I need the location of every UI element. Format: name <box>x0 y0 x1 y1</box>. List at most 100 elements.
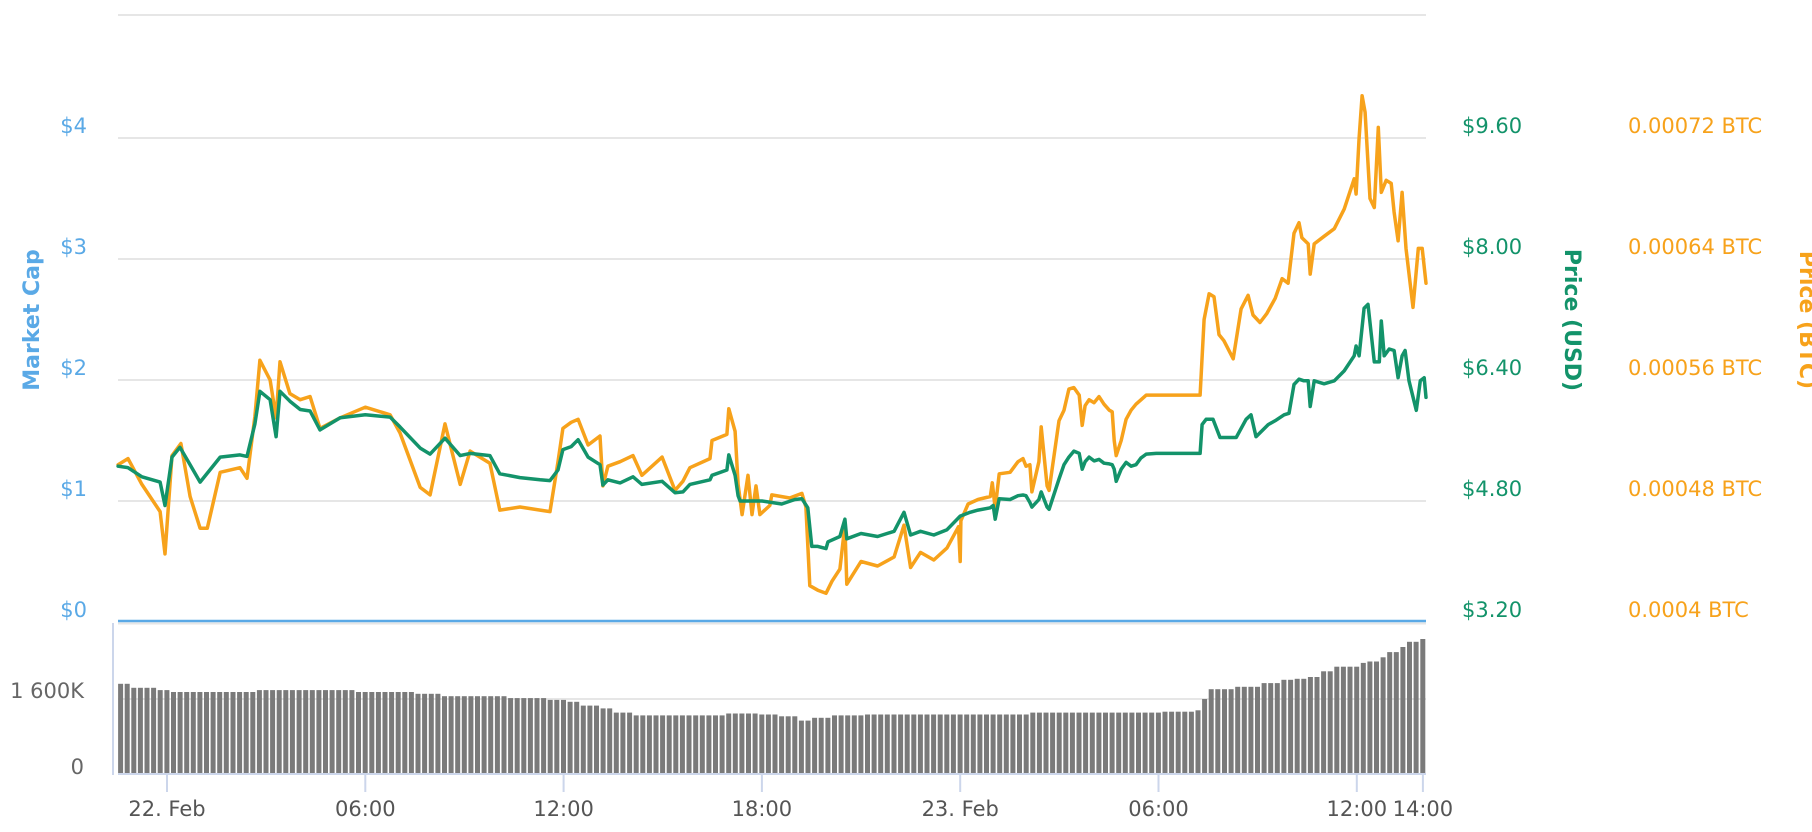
volume-bar[interactable] <box>468 696 474 774</box>
volume-bar[interactable] <box>1354 666 1360 774</box>
volume-bar[interactable] <box>1076 712 1082 774</box>
volume-bar[interactable] <box>1268 683 1274 774</box>
volume-bar[interactable] <box>309 690 315 774</box>
volume-bar[interactable] <box>237 692 243 774</box>
volume-bar[interactable] <box>1063 712 1069 774</box>
volume-bar[interactable] <box>1347 666 1353 774</box>
volume-bar[interactable] <box>1314 677 1320 774</box>
volume-bar[interactable] <box>1089 712 1095 774</box>
volume-bar[interactable] <box>494 696 500 774</box>
volume-bar[interactable] <box>871 714 877 775</box>
volume-bar[interactable] <box>508 698 514 774</box>
volume-bar[interactable] <box>706 715 712 774</box>
volume-bar[interactable] <box>798 720 804 774</box>
volume-bar[interactable] <box>1301 678 1307 774</box>
volume-bar[interactable] <box>713 715 718 774</box>
volume-bar[interactable] <box>990 714 996 775</box>
volume-bar[interactable] <box>779 716 785 774</box>
volume-bar[interactable] <box>1188 711 1194 774</box>
volume-bar[interactable] <box>118 683 124 774</box>
volume-bar[interactable] <box>679 715 685 774</box>
volume-bar[interactable] <box>177 692 183 774</box>
volume-bar[interactable] <box>131 687 137 775</box>
volume-bar[interactable] <box>917 714 923 775</box>
volume-bar[interactable] <box>1281 679 1287 774</box>
volume-bar[interactable] <box>289 690 295 774</box>
volume-bar[interactable] <box>1050 712 1056 774</box>
volume-bar[interactable] <box>1122 712 1128 774</box>
volume-bar[interactable] <box>759 714 765 775</box>
volume-bar[interactable] <box>719 715 725 774</box>
volume-bar[interactable] <box>845 715 851 774</box>
volume-bar[interactable] <box>283 690 289 774</box>
volume-bar[interactable] <box>481 696 487 774</box>
volume-bar[interactable] <box>587 705 593 774</box>
volume-bar[interactable] <box>957 714 963 775</box>
volume-bar[interactable] <box>448 696 454 774</box>
volume-bar[interactable] <box>984 714 989 775</box>
volume-bar[interactable] <box>924 714 930 775</box>
volume-bar[interactable] <box>567 701 573 774</box>
price-usd-line[interactable] <box>116 302 1428 551</box>
volume-bar[interactable] <box>204 692 209 774</box>
volume-bar[interactable] <box>1367 661 1373 775</box>
volume-bar[interactable] <box>521 698 527 774</box>
volume-bar[interactable] <box>1129 712 1135 774</box>
volume-bar[interactable] <box>739 713 745 775</box>
volume-bar[interactable] <box>303 690 309 774</box>
volume-bar[interactable] <box>442 696 447 774</box>
volume-bar[interactable] <box>1149 712 1155 774</box>
volume-bar[interactable] <box>653 715 659 774</box>
volume-bar[interactable] <box>1334 666 1340 774</box>
volume-bar[interactable] <box>171 692 176 774</box>
volume-bar[interactable] <box>1175 711 1181 774</box>
volume-bar[interactable] <box>832 715 837 774</box>
volume-bar[interactable] <box>547 699 553 774</box>
volume-bar[interactable] <box>336 690 342 774</box>
volume-bar[interactable] <box>1208 689 1214 774</box>
volume-bar[interactable] <box>461 696 467 774</box>
volume-bar[interactable] <box>1340 666 1346 774</box>
volume-bar[interactable] <box>977 714 983 775</box>
volume-bar[interactable] <box>1030 712 1036 774</box>
volume-bar[interactable] <box>488 696 494 774</box>
volume-bar[interactable] <box>1413 641 1419 774</box>
volume-bar[interactable] <box>1321 671 1327 774</box>
volume-bar[interactable] <box>785 716 791 774</box>
volume-bar[interactable] <box>422 693 428 774</box>
volume-bar[interactable] <box>1036 712 1042 774</box>
volume-bar[interactable] <box>878 714 884 775</box>
volume-bar[interactable] <box>825 717 831 775</box>
volume-bar[interactable] <box>349 690 355 774</box>
volume-bar[interactable] <box>296 690 302 774</box>
volume-bar[interactable] <box>534 698 540 774</box>
volume-bar[interactable] <box>217 692 223 774</box>
volume-bar[interactable] <box>1083 712 1089 774</box>
volume-bar[interactable] <box>646 715 652 774</box>
volume-bar[interactable] <box>342 690 348 774</box>
volume-bar[interactable] <box>1387 652 1393 774</box>
volume-bar[interactable] <box>323 690 328 774</box>
volume-bar[interactable] <box>210 692 216 774</box>
volume-bar[interactable] <box>1261 683 1267 774</box>
volume-bar[interactable] <box>1420 639 1426 774</box>
volume-bar[interactable] <box>1222 689 1227 774</box>
volume-bar[interactable] <box>1162 711 1168 774</box>
volume-bar[interactable] <box>263 690 269 774</box>
volume-bar[interactable] <box>838 715 844 774</box>
volume-bar[interactable] <box>1069 712 1075 774</box>
volume-bar[interactable] <box>752 713 758 775</box>
volume-bar[interactable] <box>699 715 705 774</box>
volume-bar[interactable] <box>276 690 282 774</box>
volume-bar[interactable] <box>1294 678 1300 774</box>
volume-bar[interactable] <box>362 692 368 774</box>
volume-bar[interactable] <box>157 690 163 774</box>
volume-bar[interactable] <box>256 690 262 774</box>
volume-bar[interactable] <box>627 712 633 774</box>
volume-bar[interactable] <box>1274 683 1280 774</box>
volume-bar[interactable] <box>223 692 229 774</box>
volume-bar[interactable] <box>904 714 910 775</box>
volume-bar[interactable] <box>805 720 811 774</box>
volume-bar[interactable] <box>1017 714 1022 775</box>
volume-bar[interactable] <box>356 692 361 774</box>
